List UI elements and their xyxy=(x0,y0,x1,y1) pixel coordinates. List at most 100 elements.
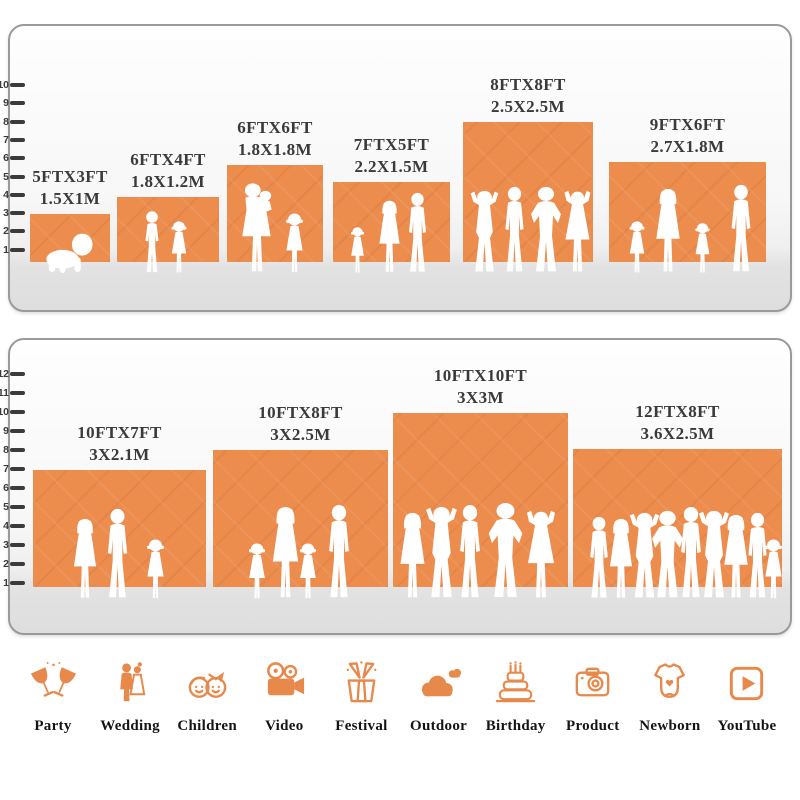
category-label: Outdoor xyxy=(409,718,468,734)
backdrop-rect xyxy=(213,450,388,587)
ruler-number: 9 xyxy=(3,425,9,437)
backdrop-rect xyxy=(573,449,782,587)
ruler-number: 3 xyxy=(3,207,9,220)
category-label: Newborn xyxy=(639,718,701,734)
ruler-tick xyxy=(10,505,25,509)
girl-silhouette xyxy=(691,222,714,274)
size-m-label: 1.8X1.8M xyxy=(237,139,313,159)
ruler-number: 12 xyxy=(0,368,9,380)
ruler-tick xyxy=(10,486,25,490)
size-m-label: 3X2.1M xyxy=(89,444,150,464)
ruler-tick xyxy=(10,211,25,216)
birthday-icon xyxy=(492,660,539,707)
ruler-number: 2 xyxy=(3,225,9,238)
backdrop-rect xyxy=(393,413,568,587)
ruler-number: 10 xyxy=(0,79,9,91)
size-ft-label: 6FTX4FT xyxy=(130,150,206,169)
girl-silhouette xyxy=(142,538,169,600)
backdrop-size-label: 6FTX4FT 1.8X1.2M xyxy=(130,149,206,193)
ruler-tick xyxy=(10,448,25,452)
woman-silhouette xyxy=(374,200,405,274)
woman-head-silhouette xyxy=(521,510,561,600)
girl-silhouette xyxy=(281,212,308,274)
ruler-tick xyxy=(10,391,25,395)
ruler-tick xyxy=(10,524,25,528)
size-m-label: 2.2X1.5M xyxy=(354,156,429,176)
category-product: Product xyxy=(556,660,630,735)
ruler-tick xyxy=(10,137,25,142)
ruler-number: 7 xyxy=(3,133,9,146)
backdrop-size-label: 6FTX6FT 1.8X1.8M xyxy=(237,117,313,161)
size-m-label: 3X3M xyxy=(457,387,504,407)
backdrop-size-label: 12FTX8FT 3.6X2.5M xyxy=(635,401,719,445)
size-ft-label: 9FTX6FT xyxy=(649,115,726,134)
woman-head-silhouette xyxy=(559,190,596,274)
backdrop-size-label: 8FTX8FT 2.5X2.5M xyxy=(490,74,566,118)
wedding-icon xyxy=(107,660,154,707)
ruler-number: 11 xyxy=(0,387,9,399)
ruler-number: 2 xyxy=(3,558,9,570)
ruler-tick xyxy=(10,543,25,547)
ruler-number: 3 xyxy=(3,539,9,551)
festival-icon xyxy=(338,660,385,707)
woman-silhouette xyxy=(650,188,686,274)
category-icons-row: Party Wedding Children Video Festival Outdoor… xyxy=(16,660,784,735)
ruler-tick xyxy=(10,581,25,585)
man-silhouette xyxy=(402,192,433,274)
backdrop-size-label: 10FTX7FT 3X2.1M xyxy=(77,422,161,466)
ruler-number: 6 xyxy=(3,152,9,165)
ruler-tick xyxy=(10,229,25,234)
ruler-number: 7 xyxy=(3,463,9,475)
ruler-tick xyxy=(10,83,25,87)
ruler-tick xyxy=(10,467,25,471)
backdrop-rect xyxy=(117,197,219,262)
ruler-tick xyxy=(10,101,25,106)
ruler-tick xyxy=(10,372,25,376)
man-silhouette xyxy=(321,504,357,600)
girl-silhouette xyxy=(347,226,368,274)
category-label: Wedding xyxy=(100,718,160,734)
baby-silhouette xyxy=(39,232,94,274)
category-label: Party xyxy=(34,718,72,734)
size-ft-label: 7FTX5FT xyxy=(353,135,430,154)
ruler-number: 8 xyxy=(3,115,9,128)
ruler-number: 1 xyxy=(3,243,9,256)
ruler-tick xyxy=(10,429,25,433)
size-m-label: 3.6X2.5M xyxy=(640,423,715,443)
backdrop-size-label: 7FTX5FT 2.2X1.5M xyxy=(354,134,430,178)
ruler-tick xyxy=(10,562,25,566)
backdrop-size-label: 5FTX3FT 1.5X1M xyxy=(32,166,108,210)
size-m-label: 2.7X1.8M xyxy=(650,136,725,156)
size-m-label: 1.8X1.2M xyxy=(130,171,206,191)
ruler-number: 9 xyxy=(3,97,9,110)
ruler-tick xyxy=(10,156,25,161)
size-ft-label: 8FTX8FT xyxy=(490,75,566,94)
size-m-label: 2.5X2.5M xyxy=(490,96,566,116)
ruler-tick xyxy=(10,174,25,179)
boy-silhouette xyxy=(139,210,165,274)
ruler-tick xyxy=(10,410,25,414)
size-m-label: 3X2.5M xyxy=(270,424,331,444)
category-party: Party xyxy=(16,660,90,735)
ruler-tick xyxy=(10,119,25,124)
category-birthday: Birthday xyxy=(479,660,553,735)
category-wedding: Wedding xyxy=(93,660,167,735)
video-icon xyxy=(261,660,308,707)
ruler-tick xyxy=(10,192,25,197)
man-silhouette xyxy=(724,184,758,274)
category-outdoor: Outdoor xyxy=(402,660,476,735)
girl-silhouette xyxy=(295,542,321,600)
ruler-number: 4 xyxy=(3,520,9,532)
size-ft-label: 10FTX10FT xyxy=(433,366,528,385)
category-children: Children xyxy=(170,660,244,735)
girl-silhouette xyxy=(167,220,191,274)
size-ft-label: 10FTX7FT xyxy=(77,423,162,442)
woman-silhouette xyxy=(68,518,102,600)
ruler-number: 5 xyxy=(3,501,9,513)
ruler-number: 5 xyxy=(3,170,9,183)
ruler-number: 6 xyxy=(3,482,9,494)
ruler-tick xyxy=(10,247,25,252)
outdoor-icon xyxy=(415,660,462,707)
category-festival: Festival xyxy=(324,660,398,735)
